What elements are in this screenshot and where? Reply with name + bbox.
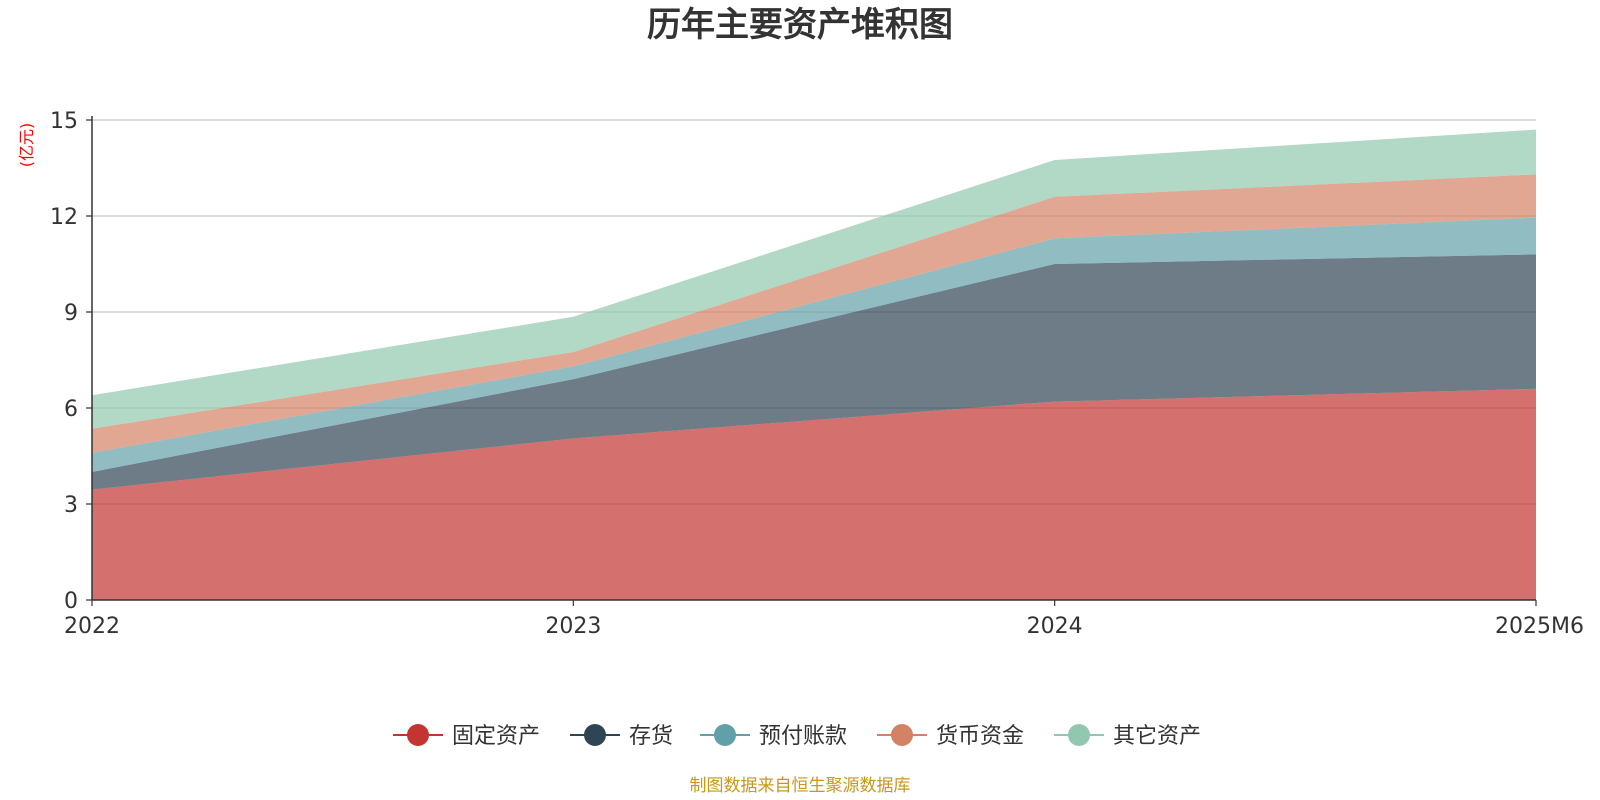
legend-item-2[interactable]: 预付账款 (700, 724, 847, 749)
area-4 (92, 129, 1536, 429)
x-tick-label: 2022 (64, 614, 120, 639)
y-tick-label: 0 (64, 589, 78, 614)
legend-label: 货币资金 (936, 724, 1024, 749)
legend-item-1[interactable]: 存货 (570, 724, 673, 749)
legend-dot-icon (584, 724, 606, 746)
y-tick-label: 12 (50, 205, 78, 230)
area-0 (92, 388, 1536, 600)
legend: 固定资产 存货 预付账款 货币资金 其它资产 (393, 724, 1201, 749)
legend-label: 预付账款 (759, 724, 847, 749)
legend-item-3[interactable]: 货币资金 (877, 724, 1024, 749)
y-axis-unit: (亿元) (17, 123, 36, 168)
chart-title: 历年主要资产堆积图 (647, 5, 953, 45)
legend-label: 固定资产 (452, 724, 540, 749)
area-2 (92, 217, 1536, 472)
y-tick-label: 3 (64, 493, 78, 518)
legend-item-0[interactable]: 固定资产 (393, 724, 540, 749)
x-tick-label: 2025M6 (1495, 614, 1584, 639)
legend-dot-icon (407, 724, 429, 746)
area-3 (92, 174, 1536, 453)
y-tick-label: 15 (50, 109, 78, 134)
y-tick-label: 6 (64, 397, 78, 422)
legend-dot-icon (891, 724, 913, 746)
legend-label: 其它资产 (1113, 724, 1201, 749)
legend-item-4[interactable]: 其它资产 (1054, 724, 1201, 749)
source-note: 制图数据来自恒生聚源数据库 (690, 776, 911, 796)
area-1 (92, 254, 1536, 490)
x-tick-label: 2023 (545, 614, 601, 639)
legend-dot-icon (714, 724, 736, 746)
axes: 0 3 6 9 12 15 2022 2023 2024 2025M6 (50, 109, 1584, 639)
y-tick-label: 9 (64, 301, 78, 326)
legend-label: 存货 (629, 724, 673, 749)
legend-dot-icon (1068, 724, 1090, 746)
x-tick-label: 2024 (1027, 614, 1083, 639)
area-series (92, 129, 1536, 600)
